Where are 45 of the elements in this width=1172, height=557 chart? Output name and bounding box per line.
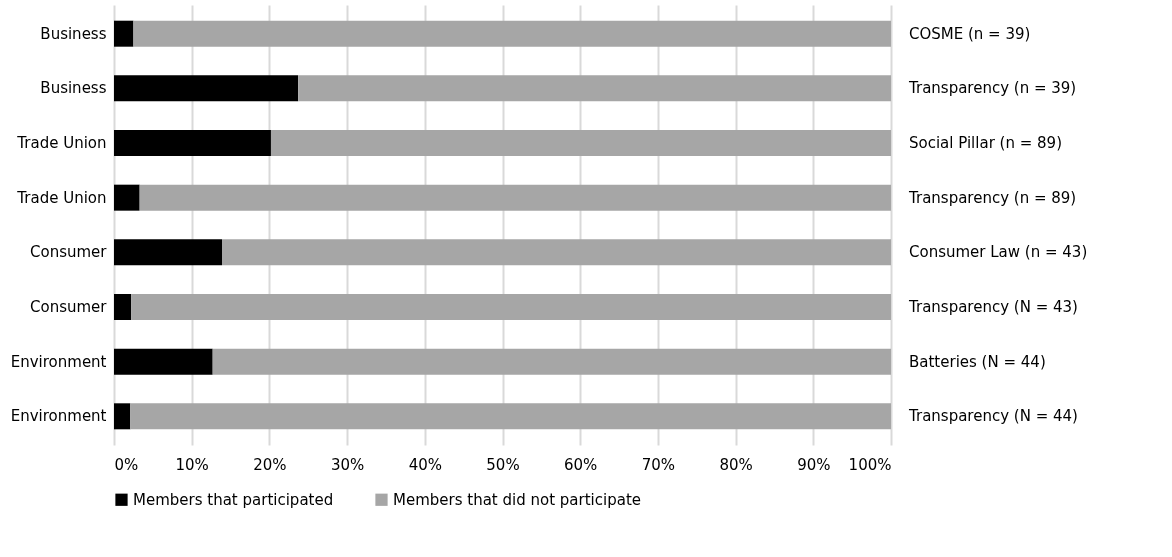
y2-tick-label: Transparency (N = 44) [908,407,1078,426]
bar [114,75,299,102]
y-tick-label: Environment [10,407,107,426]
bar [114,20,134,47]
legend-label: Members that participated [133,490,334,509]
y2-tick-label: Social Pillar (n = 89) [909,134,1062,153]
y-tick-label: Environment [10,352,107,371]
bar [298,75,891,102]
y-tick-label: Trade Union [16,188,107,207]
x-tick-label: 60% [564,455,598,474]
bar [114,239,222,266]
x-tick-label: 70% [641,455,676,474]
x-tick-label: 10% [175,455,209,474]
x-tick-label: 30% [330,455,365,474]
bar [114,403,131,430]
legend-label: Members that did not participate [393,490,641,509]
y2-tick-label: Batteries (N = 44) [909,352,1046,371]
y2-tick-label: Consumer Law (n = 43) [909,243,1088,262]
x-tick-label: 0% [114,455,139,474]
y2-tick-label: Transparency (N = 43) [908,297,1078,316]
y2-tick-label: Transparency (n = 89) [908,188,1077,207]
x-tick-label: 50% [486,455,520,474]
x-tick-label: 80% [719,455,753,474]
bar [133,20,891,47]
bar [222,239,891,266]
y-tick-label: Business [40,79,107,98]
x-tick-label: 100% [848,455,892,474]
bar [130,403,891,430]
x-tick-label: 20% [253,455,287,474]
y-tick-label: Consumer [30,243,108,262]
y-tick-label: Business [40,24,107,43]
x-tick-label: 90% [797,455,831,474]
bar [212,348,891,375]
y-tick-label: Consumer [30,297,108,316]
y-tick-label: Trade Union [16,134,107,153]
bar [131,293,891,320]
bar [270,130,891,157]
bar [114,130,271,157]
bar [114,348,213,375]
y2-tick-label: COSME (n = 39) [909,24,1031,43]
y2-tick-label: Transparency (n = 39) [908,79,1077,98]
bar [139,184,891,211]
bar [114,293,132,320]
bar [114,184,140,211]
x-tick-label: 40% [408,455,442,474]
